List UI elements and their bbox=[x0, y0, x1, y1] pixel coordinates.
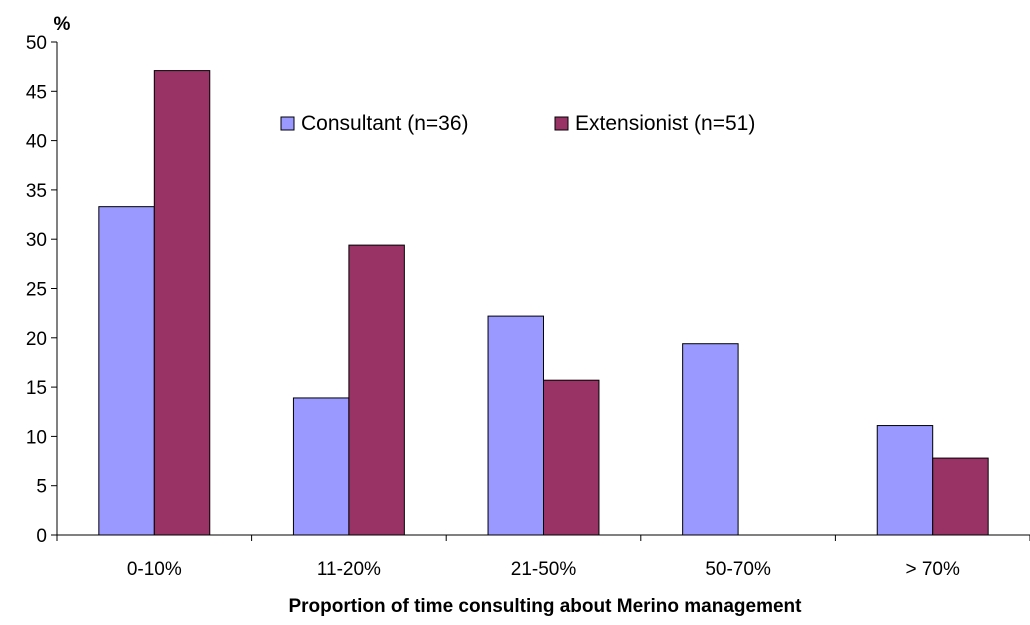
y-tick-label: 35 bbox=[26, 181, 47, 202]
x-tick-label: 11-20% bbox=[317, 559, 381, 580]
y-tick-label: 40 bbox=[26, 132, 47, 153]
x-axis: 0-10% 11-20% 21-50% 50-70% > 70% bbox=[56, 534, 1030, 580]
x-axis-title: Proportion of time consulting about Meri… bbox=[288, 596, 802, 617]
legend: Consultant (n=36) Extensionist (n=51) bbox=[280, 112, 755, 135]
y-tick-label: 10 bbox=[26, 427, 47, 448]
y-tick-label: 30 bbox=[26, 230, 47, 251]
bar-consultant bbox=[292, 397, 350, 536]
bar-consultant bbox=[487, 315, 544, 536]
y-axis: 0 5 10 15 20 25 30 35 40 45 50 bbox=[26, 33, 58, 547]
bar-consultant bbox=[682, 343, 739, 536]
bar-extensionist bbox=[153, 70, 211, 536]
legend-swatch bbox=[554, 116, 569, 131]
bar-extensionist bbox=[348, 244, 405, 536]
y-axis-title: % bbox=[54, 14, 71, 35]
bar-extensionist bbox=[932, 457, 989, 536]
y-tick-label: 15 bbox=[26, 378, 47, 399]
y-tick-label: 50 bbox=[26, 33, 47, 54]
legend-label: Extensionist (n=51) bbox=[575, 112, 755, 135]
legend-swatch bbox=[280, 116, 295, 131]
y-tick-label: 5 bbox=[36, 477, 47, 498]
bar-consultant bbox=[876, 425, 934, 536]
y-tick-label: 45 bbox=[26, 82, 47, 103]
x-tick-label: > 70% bbox=[905, 559, 960, 580]
x-tick-label: 50-70% bbox=[705, 559, 771, 580]
bars bbox=[98, 70, 989, 536]
x-tick-label: 0-10% bbox=[127, 559, 182, 580]
y-tick-label: 20 bbox=[26, 329, 47, 350]
bar-extensionist bbox=[543, 379, 600, 536]
legend-label: Consultant (n=36) bbox=[301, 112, 469, 135]
x-tick-label: 21-50% bbox=[511, 559, 577, 580]
y-tick-label: 0 bbox=[36, 526, 47, 547]
y-tick-label: 25 bbox=[26, 280, 47, 301]
bar-consultant bbox=[98, 206, 155, 536]
